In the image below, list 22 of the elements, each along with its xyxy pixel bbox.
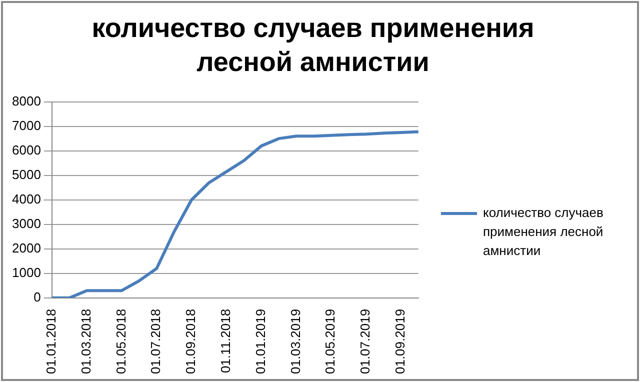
x-tick-label: 01.01.2018 [44,308,58,374]
x-tick-label: 01.05.2018 [113,308,128,374]
y-tick-label: 4000 [12,191,41,206]
y-tick-label: 2000 [12,240,41,256]
x-tick-label: 01.03.2018 [78,308,94,374]
chart-title: количество случаев применения лесной амнистии [90,12,536,79]
y-tick-label: 6000 [12,142,41,158]
x-tick-label: 01.09.2019 [392,308,408,374]
x-tick-label: 01.03.2019 [288,308,303,374]
y-tick-label: 3000 [12,216,41,231]
x-tick-label: 01.07.2018 [148,308,164,374]
y-tick-label: 0 [34,290,41,305]
x-tick-label: 01.05.2019 [322,308,338,374]
y-tick-label: 8000 [12,93,41,108]
x-tick-label: 01.11.2018 [218,308,234,374]
x-tick-label: 01.01.2019 [252,308,268,374]
y-tick-label: 1000 [12,265,41,280]
y-tick-label: 7000 [12,118,41,133]
x-tick-label: 01.07.2019 [358,308,373,374]
x-tick-label: 01.09.2018 [183,308,198,374]
legend-label: количество случаев применения лесной амнистии [483,204,604,260]
y-tick-label: 5000 [12,166,41,182]
